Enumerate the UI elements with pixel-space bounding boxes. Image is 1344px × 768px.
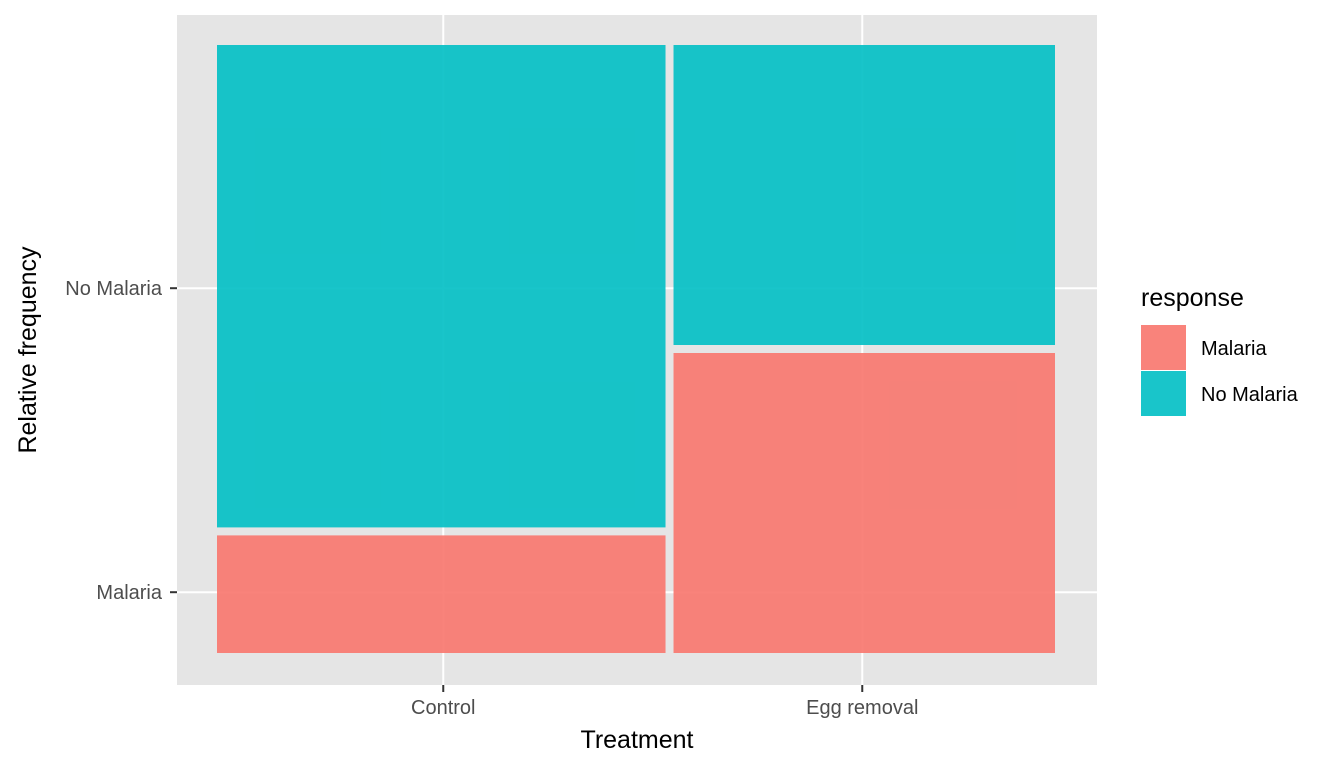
legend-label-no-malaria: No Malaria [1201, 384, 1299, 406]
mosaic-tiles [217, 45, 1055, 653]
legend-key-no-malaria [1141, 371, 1186, 416]
x-tick-labels: Control Egg removal [411, 697, 918, 719]
y-tick-labels: Malaria No Malaria [65, 278, 163, 604]
legend-key-malaria [1141, 325, 1186, 370]
x-tick-label-2: Egg removal [806, 697, 918, 719]
x-axis-title: Treatment [580, 726, 693, 754]
legend-title: response [1141, 284, 1244, 312]
tile-control-malaria [217, 535, 666, 653]
tile-egg-removal-no-malaria [673, 45, 1055, 345]
y-axis-title: Relative frequency [14, 246, 42, 454]
y-tick-label-1: Malaria [96, 582, 162, 604]
tile-egg-removal-malaria [673, 353, 1055, 653]
y-tick-label-2: No Malaria [65, 278, 163, 300]
legend-items: Malaria No Malaria [1141, 325, 1299, 416]
tile-control-no-malaria [217, 45, 666, 528]
legend: response Malaria No Malaria [1141, 284, 1299, 416]
x-tick-label-1: Control [411, 697, 475, 719]
legend-label-malaria: Malaria [1201, 338, 1267, 360]
axis-ticks [170, 287, 864, 692]
